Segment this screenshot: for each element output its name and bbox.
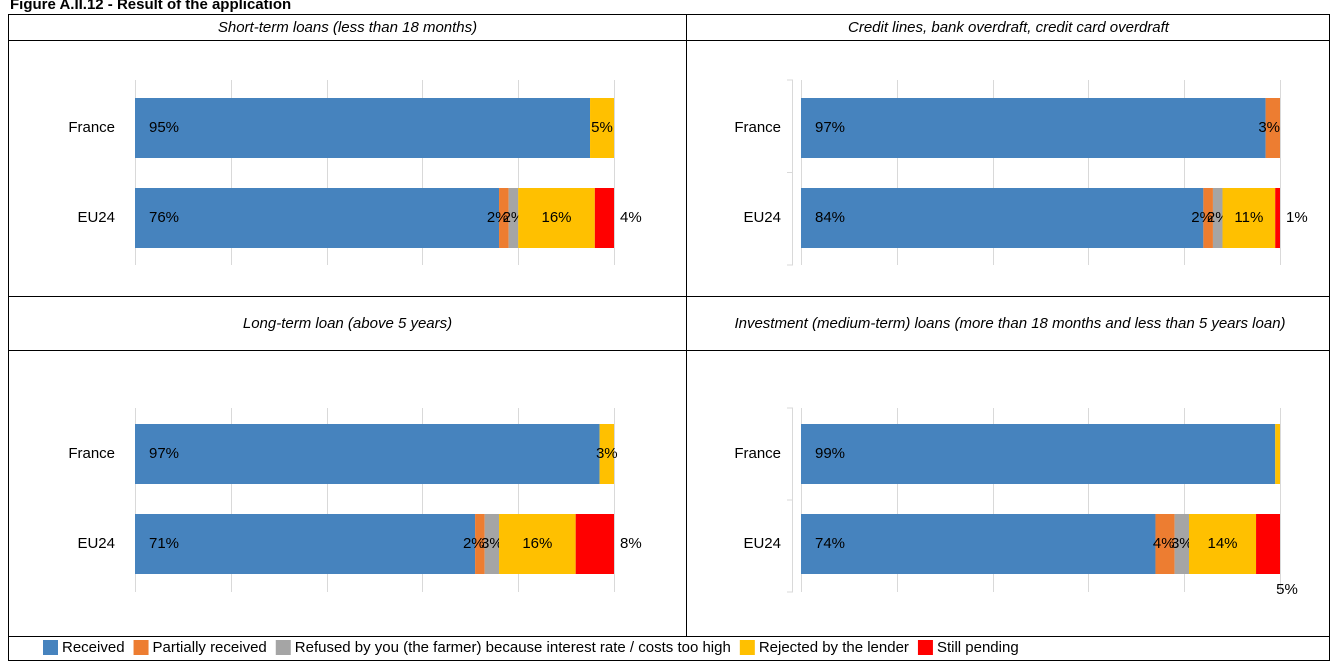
bar-segment bbox=[1203, 188, 1213, 248]
data-label: 11% bbox=[1234, 209, 1263, 226]
data-label: 97% bbox=[149, 445, 179, 462]
category-label: EU24 bbox=[77, 535, 115, 552]
bar-segment bbox=[1174, 514, 1189, 574]
data-label: 99% bbox=[815, 445, 845, 462]
data-label: 16% bbox=[542, 209, 572, 226]
bar-segment bbox=[135, 514, 476, 574]
legend-swatch bbox=[739, 640, 755, 655]
data-label: 16% bbox=[522, 535, 552, 552]
legend-swatch bbox=[275, 640, 291, 655]
legend-label: Still pending bbox=[937, 639, 1019, 656]
legend-swatch bbox=[133, 640, 149, 655]
category-label: EU24 bbox=[743, 535, 781, 552]
bar-segment bbox=[1275, 188, 1280, 248]
chart-title: Investment (medium-term) loans (more tha… bbox=[734, 314, 1286, 332]
table-borders bbox=[8, 14, 1330, 661]
bar-segment bbox=[135, 424, 600, 484]
data-label: 76% bbox=[149, 209, 179, 226]
data-label: 3% bbox=[1258, 119, 1280, 136]
data-label: 2% bbox=[1191, 209, 1213, 226]
category-label: France bbox=[734, 445, 781, 462]
data-label: 3% bbox=[596, 445, 618, 462]
bar-segment bbox=[1155, 514, 1175, 574]
category-label: EU24 bbox=[77, 209, 115, 226]
data-label: 4% bbox=[1153, 535, 1175, 552]
bar-segment bbox=[499, 188, 509, 248]
category-label: France bbox=[734, 119, 781, 136]
data-label: 14% bbox=[1208, 535, 1238, 552]
bar-segment bbox=[1275, 424, 1280, 484]
data-label: 2% bbox=[487, 209, 509, 226]
chart-title: Short-term loans (less than 18 months) bbox=[217, 18, 478, 36]
data-label: 95% bbox=[149, 119, 179, 136]
bar-segment bbox=[1222, 188, 1276, 248]
category-label: France bbox=[68, 119, 115, 136]
bar-segment bbox=[135, 98, 591, 158]
data-label: 97% bbox=[815, 119, 845, 136]
bar-segment bbox=[594, 188, 614, 248]
data-label: 1% bbox=[1286, 209, 1308, 226]
data-label: 4% bbox=[620, 209, 642, 226]
bar-segment bbox=[575, 514, 614, 574]
legend-label: Rejected by the lender bbox=[759, 639, 909, 656]
data-label: 5% bbox=[1276, 581, 1298, 598]
data-label: 84% bbox=[815, 209, 845, 226]
chart-title: Long-term loan (above 5 years) bbox=[242, 314, 453, 332]
bar-segment bbox=[1212, 188, 1223, 248]
bar-segment bbox=[801, 424, 1276, 484]
legend-label: Partially received bbox=[153, 639, 267, 656]
category-label: EU24 bbox=[743, 209, 781, 226]
bar-segment bbox=[801, 98, 1266, 158]
bar-segment bbox=[1265, 98, 1280, 158]
figure-title: Figure A.II.12 - Result of the applicati… bbox=[10, 0, 291, 13]
data-label: 71% bbox=[149, 535, 179, 552]
bar-segment bbox=[475, 514, 485, 574]
bar-segment bbox=[484, 514, 500, 574]
data-label: 74% bbox=[815, 535, 845, 552]
bar-segment bbox=[590, 98, 614, 158]
data-label: 3% bbox=[481, 535, 503, 552]
legend-label: Refused by you (the farmer) because inte… bbox=[295, 639, 731, 656]
bar-segment bbox=[135, 188, 500, 248]
legend-swatch bbox=[43, 640, 58, 655]
category-label: France bbox=[68, 445, 115, 462]
data-label: 5% bbox=[591, 119, 613, 136]
chart-title: Credit lines, bank overdraft, credit car… bbox=[848, 18, 1169, 36]
bar-segment bbox=[1188, 514, 1257, 574]
data-label: 8% bbox=[620, 535, 642, 552]
legend-label: Received bbox=[62, 639, 125, 656]
bar-segment bbox=[801, 514, 1156, 574]
bar-segment bbox=[508, 188, 519, 248]
bar-segment bbox=[801, 188, 1204, 248]
bar-segment bbox=[518, 188, 595, 248]
bar-segment bbox=[599, 424, 614, 484]
legend-swatch bbox=[917, 640, 933, 655]
bar-segment bbox=[499, 514, 576, 574]
bar-segment bbox=[1256, 514, 1280, 574]
data-label: 3% bbox=[1171, 535, 1193, 552]
data-label: 2% bbox=[463, 535, 485, 552]
